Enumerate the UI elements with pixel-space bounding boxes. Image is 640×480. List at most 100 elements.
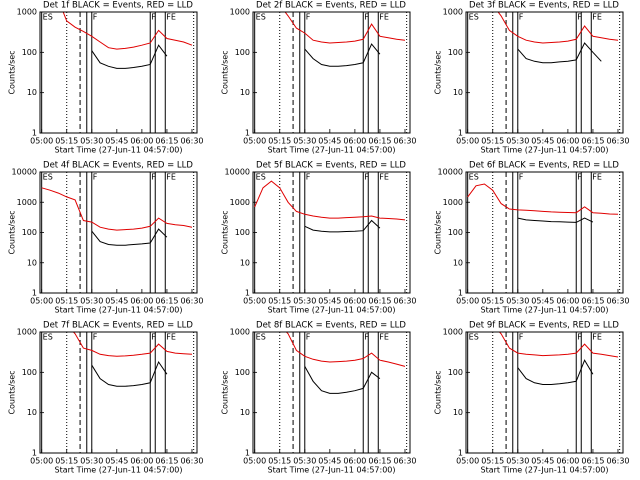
y-tick-label: 100 xyxy=(235,368,250,377)
x-tick-label: 05:00 xyxy=(243,137,266,146)
data-line xyxy=(62,12,193,50)
x-tick-label: 05:00 xyxy=(456,457,479,466)
marker-label: F xyxy=(519,173,524,182)
x-tick-label: 05:30 xyxy=(293,297,316,306)
marker-label: F xyxy=(519,13,524,22)
plot-area xyxy=(467,332,621,453)
marker-label: F xyxy=(364,13,369,22)
x-tick-label: 06:15 xyxy=(368,457,391,466)
plot-area xyxy=(467,12,621,133)
y-tick-label: 10000 xyxy=(438,168,463,177)
y-axis-label: Counts/sec xyxy=(8,370,17,414)
x-axis-label: Start Time (27-Jun-11 04:57:00) xyxy=(268,466,396,475)
plot-area xyxy=(254,12,408,133)
x-tick-label: 05:00 xyxy=(30,457,53,466)
x-tick-label: 05:15 xyxy=(55,297,78,306)
y-tick-label: 10000 xyxy=(12,168,37,177)
marker-label: F xyxy=(151,173,156,182)
x-tick-label: 06:30 xyxy=(606,457,629,466)
plot-area xyxy=(41,332,195,453)
marker-label: FE xyxy=(592,13,602,22)
y-tick-label: 1000 xyxy=(443,328,463,337)
x-tick-label: 06:00 xyxy=(556,297,579,306)
marker-label: FE xyxy=(166,333,176,342)
plot-frame xyxy=(39,331,198,454)
y-tick-label: 1 xyxy=(32,129,37,138)
marker-label: F xyxy=(364,173,369,182)
y-tick-label: 1 xyxy=(32,289,37,298)
marker-label: F xyxy=(306,333,311,342)
x-axis-label: Start Time (27-Jun-11 04:57:00) xyxy=(481,146,609,155)
data-line xyxy=(304,219,381,233)
marker-label: FE xyxy=(379,13,389,22)
x-axis-label: Start Time (27-Jun-11 04:57:00) xyxy=(55,146,183,155)
marker-label: F xyxy=(93,333,98,342)
chart-title: Det 1f BLACK = Events, RED = LLD xyxy=(43,1,193,11)
x-tick-label: 05:15 xyxy=(481,297,504,306)
x-tick-label: 06:30 xyxy=(606,137,629,146)
x-tick-label: 05:00 xyxy=(243,297,266,306)
panel: Det 4f BLACK = Events, RED = LLD Start Ti… xyxy=(8,161,204,315)
y-axis-label: Counts/sec xyxy=(221,210,230,254)
data-line xyxy=(72,332,193,357)
x-tick-label: 05:45 xyxy=(318,457,341,466)
x-tick-label: 05:15 xyxy=(55,137,78,146)
marker-label: FE xyxy=(379,173,389,182)
x-tick-label: 06:30 xyxy=(393,457,416,466)
x-tick-label: 05:15 xyxy=(55,457,78,466)
plot-frame xyxy=(465,331,624,454)
data-line xyxy=(517,42,602,64)
x-tick-label: 05:15 xyxy=(268,137,291,146)
marker-label: F xyxy=(93,13,98,22)
x-tick-label: 06:15 xyxy=(581,137,604,146)
marker-label: FE xyxy=(379,333,389,342)
y-tick-label: 10000 xyxy=(225,168,250,177)
y-tick-label: 100 xyxy=(22,368,37,377)
marker-label: ES xyxy=(469,13,479,22)
y-tick-label: 100 xyxy=(448,48,463,57)
plot-frame xyxy=(252,331,411,454)
x-tick-label: 05:00 xyxy=(456,297,479,306)
y-axis-label: Counts/sec xyxy=(434,50,443,94)
x-tick-label: 06:15 xyxy=(581,457,604,466)
marker-label: FE xyxy=(166,173,176,182)
panel: Det 9f BLACK = Events, RED = LLD Start Ti… xyxy=(434,321,630,475)
chart-title: Det 5f BLACK = Events, RED = LLD xyxy=(256,161,406,171)
plot-frame xyxy=(252,11,411,134)
marker-label: FE xyxy=(166,13,176,22)
x-axis-label: Start Time (27-Jun-11 04:57:00) xyxy=(481,466,609,475)
plot-area xyxy=(41,172,195,293)
x-tick-label: 05:15 xyxy=(268,457,291,466)
panel: Det 8f BLACK = Events, RED = LLD Start Ti… xyxy=(221,321,417,475)
data-line xyxy=(91,360,168,387)
chart-title: Det 7f BLACK = Events, RED = LLD xyxy=(43,321,193,331)
marker-label: ES xyxy=(43,333,53,342)
y-axis-label: Counts/sec xyxy=(434,210,443,254)
plot-area xyxy=(254,172,408,293)
x-tick-label: 05:30 xyxy=(80,297,103,306)
data-line xyxy=(91,44,168,69)
x-tick-label: 05:45 xyxy=(105,297,128,306)
panel: Det 5f BLACK = Events, RED = LLD Start Ti… xyxy=(221,161,417,315)
y-tick-label: 10 xyxy=(27,408,37,417)
x-tick-label: 06:15 xyxy=(155,457,178,466)
plot-frame xyxy=(465,11,624,134)
marker-label: F xyxy=(306,173,311,182)
marker-label: F xyxy=(151,333,156,342)
marker-label: ES xyxy=(469,173,479,182)
panel: Det 2f BLACK = Events, RED = LLD Start Ti… xyxy=(221,1,417,155)
y-tick-label: 1000 xyxy=(17,328,37,337)
y-axis-label: Counts/sec xyxy=(434,370,443,414)
x-tick-label: 05:45 xyxy=(105,137,128,146)
x-tick-label: 06:15 xyxy=(581,297,604,306)
x-tick-label: 06:00 xyxy=(556,137,579,146)
chart-title: Det 8f BLACK = Events, RED = LLD xyxy=(256,321,406,331)
x-tick-label: 05:15 xyxy=(481,137,504,146)
marker-label: ES xyxy=(469,333,479,342)
x-tick-label: 05:30 xyxy=(506,297,529,306)
y-axis-label: Counts/sec xyxy=(8,210,17,254)
x-tick-label: 05:45 xyxy=(531,457,554,466)
chart-title: Det 2f BLACK = Events, RED = LLD xyxy=(256,1,406,11)
y-tick-label: 10 xyxy=(240,258,250,267)
y-tick-label: 100 xyxy=(22,228,37,237)
